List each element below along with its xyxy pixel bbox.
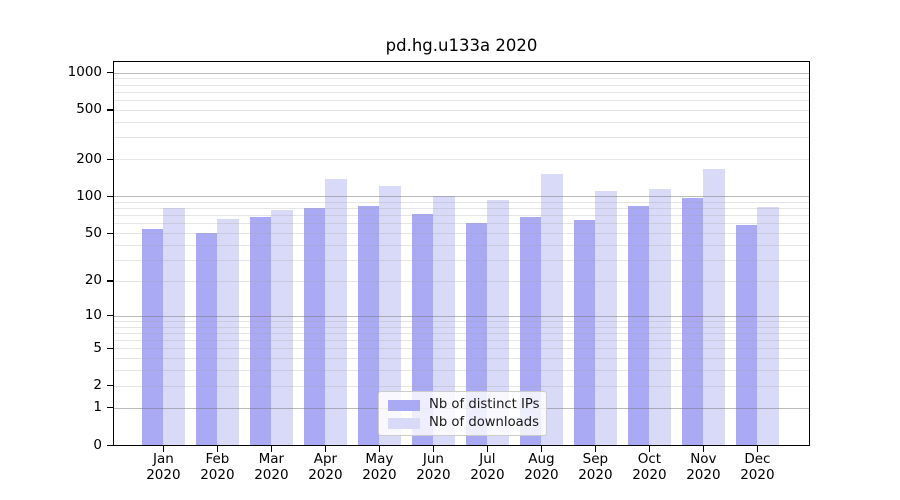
y-tick-mark-500 bbox=[107, 109, 113, 111]
chart-title: pd.hg.u133a 2020 bbox=[385, 36, 538, 55]
y-tick-mark-0 bbox=[107, 444, 113, 446]
bar-distinct-ips-jul bbox=[465, 222, 488, 445]
x-tick-label-sep: Sep 2020 bbox=[578, 451, 613, 483]
bar-downloads-mar bbox=[271, 210, 293, 445]
legend: Nb of distinct IPs Nb of downloads bbox=[378, 391, 547, 436]
bar-downloads-nov bbox=[703, 168, 725, 445]
x-tick-mark-feb bbox=[216, 446, 218, 452]
minor-gridline-900 bbox=[114, 78, 809, 80]
bar-distinct-ips-feb bbox=[195, 233, 218, 445]
bar-distinct-ips-may bbox=[357, 205, 380, 445]
bar-downloads-jul bbox=[487, 199, 509, 445]
bar-downloads-sep bbox=[595, 191, 617, 445]
bar-distinct-ips-aug bbox=[519, 216, 542, 445]
legend-label-distinct-ips: Nb of distinct IPs bbox=[429, 397, 540, 412]
y-tick-label-10: 10 bbox=[84, 307, 102, 324]
x-tick-label-apr: Apr 2020 bbox=[308, 451, 343, 483]
x-tick-mark-nov bbox=[702, 446, 704, 452]
x-tick-mark-jul bbox=[486, 446, 488, 452]
y-tick-label-200: 200 bbox=[76, 150, 102, 167]
x-tick-mark-may bbox=[378, 446, 380, 452]
y-tick-mark-1000 bbox=[107, 72, 113, 74]
bar-downloads-aug bbox=[541, 173, 563, 445]
x-tick-mark-aug bbox=[540, 446, 542, 452]
x-tick-label-jan: Jan 2020 bbox=[146, 451, 181, 483]
x-tick-label-dec: Dec 2020 bbox=[740, 451, 775, 483]
y-tick-mark-2 bbox=[107, 385, 113, 387]
bar-distinct-ips-sep bbox=[573, 220, 596, 445]
legend-swatch-downloads-icon bbox=[388, 417, 420, 429]
bar-downloads-jun bbox=[433, 196, 455, 445]
x-tick-label-may: May 2020 bbox=[362, 451, 397, 483]
plot-area bbox=[113, 61, 810, 446]
bar-downloads-may bbox=[379, 185, 401, 445]
minor-gridline-200 bbox=[114, 159, 809, 161]
minor-gridline-800 bbox=[114, 84, 809, 86]
minor-gridline-400 bbox=[114, 121, 809, 123]
x-tick-mark-jun bbox=[432, 446, 434, 452]
x-tick-mark-oct bbox=[648, 446, 650, 452]
x-tick-mark-jan bbox=[162, 446, 164, 452]
x-tick-label-jul: Jul 2020 bbox=[470, 451, 505, 483]
y-tick-label-500: 500 bbox=[76, 101, 102, 118]
legend-label-downloads: Nb of downloads bbox=[429, 415, 539, 430]
y-tick-label-1000: 1000 bbox=[67, 64, 102, 81]
major-gridline-1000 bbox=[114, 72, 809, 74]
bar-distinct-ips-jun bbox=[411, 214, 434, 445]
y-tick-mark-5 bbox=[107, 347, 113, 350]
y-tick-label-100: 100 bbox=[76, 187, 102, 204]
y-tick-mark-200 bbox=[107, 158, 113, 160]
x-tick-label-oct: Oct 2020 bbox=[632, 451, 667, 483]
bar-distinct-ips-apr bbox=[303, 208, 326, 445]
x-tick-label-feb: Feb 2020 bbox=[200, 451, 235, 483]
legend-item-downloads: Nb of downloads bbox=[388, 415, 539, 431]
bar-distinct-ips-dec bbox=[735, 225, 758, 445]
bar-downloads-jan bbox=[163, 208, 185, 445]
legend-item-distinct-ips: Nb of distinct IPs bbox=[388, 397, 540, 413]
y-tick-label-50: 50 bbox=[84, 224, 102, 241]
y-tick-mark-10 bbox=[107, 315, 113, 317]
y-tick-mark-50 bbox=[107, 232, 113, 234]
x-tick-mark-sep bbox=[594, 446, 596, 452]
x-tick-label-aug: Aug 2020 bbox=[524, 451, 559, 483]
minor-gridline-700 bbox=[114, 91, 809, 93]
bar-distinct-ips-oct bbox=[627, 205, 650, 445]
minor-gridline-500 bbox=[114, 109, 809, 111]
x-tick-label-nov: Nov 2020 bbox=[686, 451, 721, 483]
bar-distinct-ips-nov bbox=[681, 197, 704, 445]
y-tick-mark-1 bbox=[107, 407, 113, 409]
x-tick-label-jun: Jun 2020 bbox=[416, 451, 451, 483]
bar-distinct-ips-mar bbox=[249, 216, 272, 445]
y-tick-label-2: 2 bbox=[93, 377, 102, 394]
minor-gridline-300 bbox=[114, 137, 809, 139]
y-tick-mark-100 bbox=[107, 195, 113, 197]
bar-downloads-apr bbox=[325, 179, 347, 445]
y-tick-mark-20 bbox=[107, 280, 113, 282]
bar-downloads-oct bbox=[649, 188, 671, 445]
x-tick-mark-mar bbox=[270, 446, 272, 452]
bar-downloads-feb bbox=[217, 219, 239, 445]
y-tick-label-1: 1 bbox=[93, 399, 102, 416]
y-tick-label-0: 0 bbox=[93, 436, 102, 453]
bar-distinct-ips-jan bbox=[141, 229, 164, 445]
minor-gridline-600 bbox=[114, 100, 809, 102]
y-tick-label-20: 20 bbox=[84, 272, 102, 289]
x-tick-label-mar: Mar 2020 bbox=[254, 451, 289, 483]
x-tick-mark-apr bbox=[324, 446, 326, 452]
bar-downloads-dec bbox=[757, 207, 779, 445]
x-tick-mark-dec bbox=[756, 446, 758, 452]
y-tick-label-5: 5 bbox=[93, 339, 102, 356]
legend-swatch-distinct-ips-icon bbox=[388, 399, 420, 411]
